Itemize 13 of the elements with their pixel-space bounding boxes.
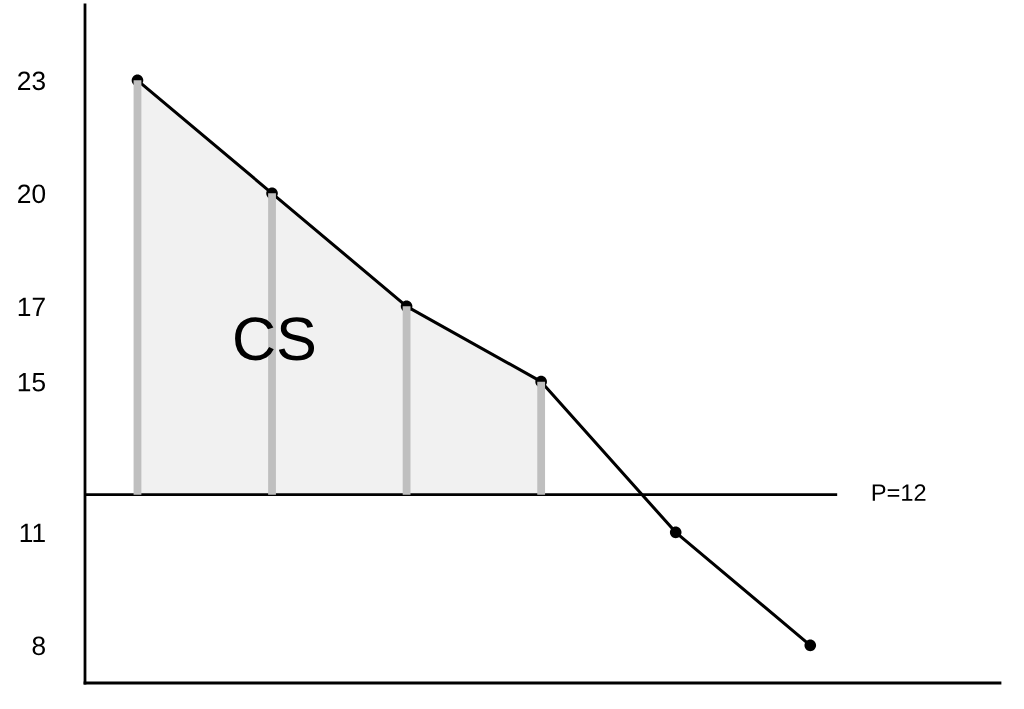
point <box>669 526 682 539</box>
bar <box>402 306 411 495</box>
annotation: CS <box>235 317 315 361</box>
bar <box>133 80 142 495</box>
y-tick-label: 15 <box>18 373 46 392</box>
ref-line-label: P=12 <box>872 484 926 501</box>
y-tick-label: 8 <box>32 636 45 656</box>
y-tick-label: 20 <box>18 184 46 204</box>
y-tick-label: 11 <box>20 523 45 542</box>
bar <box>537 381 546 495</box>
y-tick-label: 17 <box>18 297 45 316</box>
point <box>804 639 817 652</box>
y-tick-label: 23 <box>18 71 45 91</box>
